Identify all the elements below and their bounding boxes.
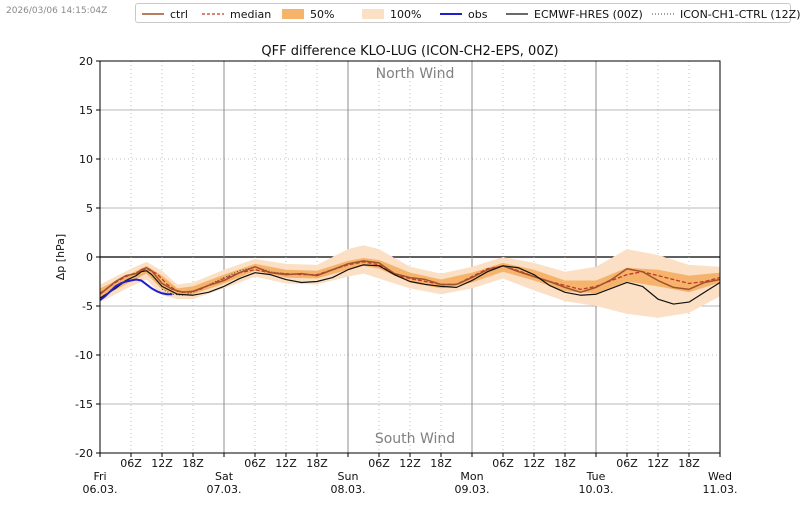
legend-obs-swatch — [440, 13, 462, 15]
y-tick-label: -15 — [75, 398, 93, 411]
x-day-name-label: Fri — [93, 470, 106, 483]
legend-50-swatch — [282, 9, 304, 19]
x-day-name-label: Sat — [215, 470, 234, 483]
y-tick-label: 20 — [79, 55, 93, 68]
legend-50-label: 50% — [310, 7, 335, 21]
legend-ctrl-label: ctrl — [170, 7, 188, 21]
legend-100-label: 100% — [390, 7, 422, 21]
lines — [99, 260, 721, 305]
x-tick-hour-label: 06Z — [120, 457, 142, 470]
x-tick-hour-label: 06Z — [244, 457, 266, 470]
x-tick-hour-label: 12Z — [399, 457, 421, 470]
x-day-date-label: 11.03. — [703, 483, 738, 496]
legend-median-swatch — [202, 13, 224, 15]
x-tick-hour-label: 18Z — [430, 457, 452, 470]
y-tick-label: -20 — [75, 447, 93, 460]
legend-50: 50% — [282, 4, 334, 24]
legend-median: median — [202, 4, 271, 24]
series-obs — [99, 278, 173, 301]
x-day-date-label: 10.03. — [579, 483, 614, 496]
legend: ctrl median 50% 100% obs ECMWF-HRES (00Z… — [135, 3, 800, 24]
legend-median-label: median — [230, 7, 272, 21]
legend-obs-label: obs — [468, 7, 488, 21]
x-tick-hour-label: 18Z — [554, 457, 576, 470]
y-axis-label: Δp [hPa] — [54, 234, 67, 280]
series-ctrl — [99, 260, 721, 295]
x-tick-hour-label: 18Z — [182, 457, 204, 470]
legend-icon-ch1-swatch — [652, 13, 674, 15]
x-tick-hour-label: 06Z — [616, 457, 638, 470]
legend-ecmwf-swatch — [506, 13, 528, 15]
x-tick-hour-label: 06Z — [492, 457, 514, 470]
legend-ecmwf: ECMWF-HRES (00Z) — [506, 4, 643, 24]
x-day-name-label: Wed — [708, 470, 732, 483]
x-tick-hour-label: 12Z — [523, 457, 545, 470]
x-day-name-label: Mon — [460, 470, 483, 483]
x-day-date-label: 06.03. — [83, 483, 118, 496]
legend-ctrl: ctrl — [142, 4, 188, 24]
north-wind-annotation: North Wind — [376, 66, 455, 82]
legend-icon-ch1-label: ICON-CH1-CTRL (12Z) — [680, 7, 800, 21]
x-day-date-label: 09.03. — [455, 483, 490, 496]
timestamp: 2026/03/06 14:15:04Z — [6, 6, 108, 16]
x-tick-hour-label: 06Z — [368, 457, 390, 470]
y-tick-label: 0 — [86, 251, 93, 264]
legend-100: 100% — [362, 4, 421, 24]
chart-title: QFF difference KLO-LUG (ICON-CH2-EPS, 00… — [261, 44, 558, 59]
x-tick-hour-label: 12Z — [151, 457, 173, 470]
y-tick-label: 15 — [79, 104, 93, 117]
x-ticks: 06Z 12Z 18Z 06Z 12Z 18Z 06Z 12Z 18Z 06Z 12Z 18Z 06Z 1… — [83, 453, 738, 496]
x-tick-hour-label: 18Z — [678, 457, 700, 470]
x-tick-hour-label: 18Z — [306, 457, 328, 470]
y-tick-label: -10 — [75, 349, 93, 362]
legend-icon-ch1: ICON-CH1-CTRL (12Z) — [652, 4, 800, 24]
x-tick-hour-label: 12Z — [275, 457, 297, 470]
legend-obs: obs — [440, 4, 487, 24]
y-tick-label: 5 — [86, 202, 93, 215]
x-day-date-label: 07.03. — [207, 483, 242, 496]
x-day-date-label: 08.03. — [331, 483, 366, 496]
y-tick-label: 10 — [79, 153, 93, 166]
legend-ctrl-swatch — [142, 13, 164, 15]
south-wind-annotation: South Wind — [375, 431, 455, 447]
y-ticks: -20 -15 -10 -5 0 5 10 15 20 — [75, 55, 100, 460]
legend-ecmwf-label: ECMWF-HRES (00Z) — [534, 7, 643, 21]
legend-100-swatch — [362, 9, 384, 19]
x-tick-hour-label: 12Z — [647, 457, 669, 470]
series-ecmwf — [99, 264, 721, 305]
x-day-name-label: Sun — [338, 470, 359, 483]
y-tick-label: -5 — [82, 300, 93, 313]
x-day-name-label: Tue — [586, 470, 606, 483]
